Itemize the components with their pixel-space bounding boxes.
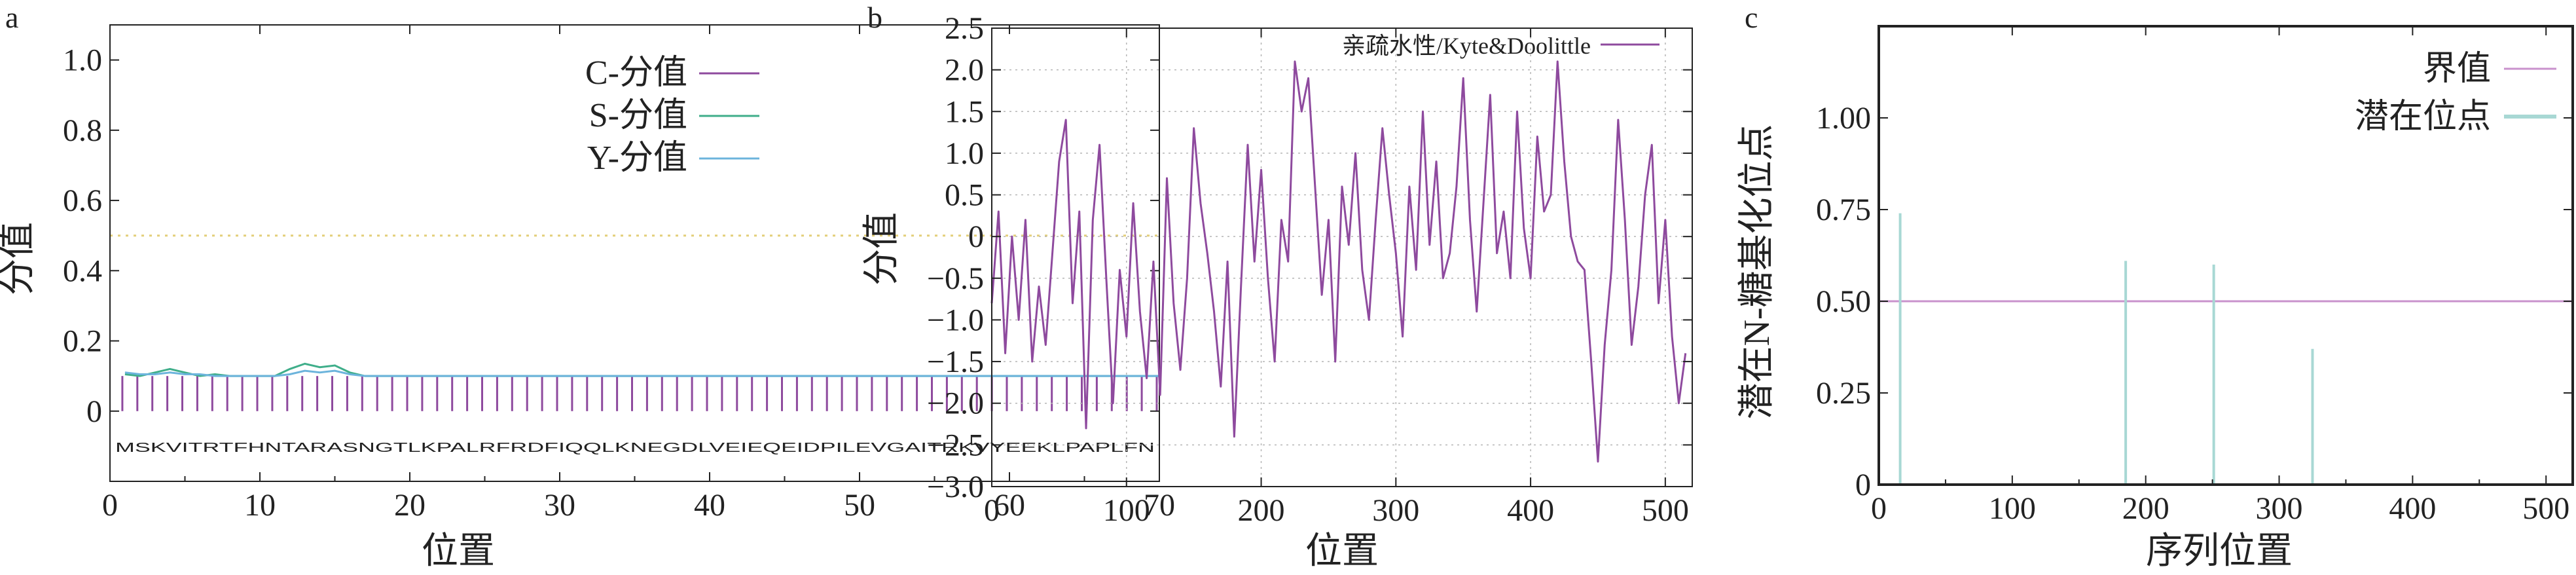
panel-a-x-axis-title: 位置	[422, 531, 495, 572]
panel-b-x-tick-label: 100	[1103, 493, 1150, 528]
panel-a-x-tick-label: 70	[1144, 488, 1175, 523]
panel-c-y-tick-label: 1.00	[1816, 101, 1871, 136]
panel-b: b 分值 位置 0 100 200 300 400 500 −3.0 −2.5 −2.0 −1.5…	[862, 1, 1693, 572]
panel-b-y-axis-title: 分值	[862, 212, 902, 286]
panel-b-y-tick-label: −0.5	[927, 261, 984, 296]
legend-label-threshold: 界值	[2423, 50, 2491, 88]
panel-b-y-tick-label: −2.0	[927, 386, 984, 421]
panel-a-plot-area	[110, 234, 1159, 411]
panel-c-plot-area	[1879, 213, 2573, 485]
panel-b-y-tick-label: −1.5	[927, 344, 984, 379]
panel-b-letter: b	[867, 1, 882, 34]
panel-b-x-tick-label: 500	[1642, 493, 1689, 528]
panel-a-x-tick-label: 60	[994, 488, 1025, 523]
hydropathy-line	[990, 60, 1687, 463]
panel-a-y-tick-label: 0.6	[63, 183, 102, 218]
panel-b-y-tick-label: 1.5	[945, 94, 984, 129]
panel-b-x-tick-label: 300	[1372, 493, 1419, 528]
panel-c-x-tick-label: 500	[2522, 491, 2569, 526]
panel-c-y-axis-title: 潜在N-糖基化位点	[1737, 124, 1777, 419]
panel-c-ticks: 0 100 200 300 400 500 0 0.25 0.50 0.75 1.00	[1816, 26, 2573, 526]
panel-a-frame	[109, 24, 1160, 482]
y-score-line	[124, 369, 1159, 377]
panel-a-y-tick-label: 1.0	[63, 43, 102, 78]
panel-a-letter: a	[5, 1, 18, 34]
panel-b-y-tick-label: −2.5	[927, 428, 984, 462]
panel-c-x-tick-label: 400	[2389, 491, 2436, 526]
panel-c-x-tick-label: 0	[1871, 491, 1887, 526]
panel-c-y-tick-label: 0.25	[1816, 376, 1871, 411]
legend-label-c-score: C-分值	[585, 54, 687, 92]
panel-c-frame	[1878, 25, 2574, 486]
panel-b-ticks: 0 100 200 300 400 500 −3.0 −2.5 −2.0 −1.5 −1.0 −0.5…	[927, 11, 1692, 528]
panel-b-frame	[991, 28, 1693, 487]
panel-b-legend: 亲疏水性/Kyte&Doolittle	[1342, 33, 1660, 59]
panel-a-x-tick-label: 40	[694, 488, 725, 523]
panel-b-plot-area	[990, 60, 1687, 463]
panel-b-y-tick-label: 2.0	[945, 53, 984, 88]
panel-c-y-tick-label: 0.50	[1816, 284, 1871, 319]
legend-label-hydropathy: 亲疏水性/Kyte&Doolittle	[1342, 33, 1591, 59]
panel-b-x-tick-label: 200	[1238, 493, 1285, 528]
panel-c-x-axis-title: 序列位置	[2146, 531, 2293, 572]
panel-a-sequence: MSKVITRTFHNTARASNGTLKPALRFRDFIQQLKNEGDLV…	[115, 441, 1155, 455]
panel-a-x-tick-label: 0	[102, 488, 118, 523]
panel-b-y-tick-label: 0.5	[945, 178, 984, 213]
panel-a-x-tick-label: 30	[544, 488, 575, 523]
panel-b-y-tick-label: −1.0	[927, 303, 984, 337]
s-score-line	[124, 362, 1159, 377]
panel-c-x-tick-label: 300	[2256, 491, 2303, 526]
panel-b-y-tick-label: 0	[968, 219, 984, 254]
panel-a-y-tick-label: 0	[86, 394, 102, 429]
panel-a-ticks: 0 10 20 30 40 50 60 70 0 0.2 0.4 0.6 0.8 1.0	[63, 25, 1175, 523]
panel-c-x-tick-label: 100	[1989, 491, 2036, 526]
panel-b-y-tick-label: 1.0	[945, 136, 984, 171]
panel-a-legend: C-分值 S-分值 Y-分值	[585, 54, 759, 177]
legend-label-y-score: Y-分值	[587, 139, 687, 177]
panel-b-x-axis-title: 位置	[1305, 531, 1379, 572]
panel-a-y-tick-label: 0.2	[63, 324, 102, 359]
panel-a-y-tick-label: 0.4	[63, 253, 102, 288]
panel-b-y-tick-label: −3.0	[927, 470, 984, 504]
panel-a-x-tick-label: 50	[844, 488, 875, 523]
panel-a-y-tick-label: 0.8	[63, 113, 102, 148]
panel-b-x-tick-label: 400	[1507, 493, 1554, 528]
panel-a-x-tick-label: 20	[394, 488, 426, 523]
panel-c-y-tick-label: 0	[1855, 468, 1871, 502]
panel-c-x-tick-label: 200	[2122, 491, 2169, 526]
panel-c-y-tick-label: 0.75	[1816, 193, 1871, 227]
panel-a: a 分值 位置 MSKVITRTFHNTARASNGTLKPALRFRDFIQQ…	[0, 1, 1175, 572]
legend-label-s-score: S-分值	[589, 97, 687, 134]
panel-b-gridlines	[991, 28, 1692, 487]
panel-a-x-tick-label: 10	[244, 488, 276, 523]
panel-c-legend: 界值 潜在位点	[2355, 50, 2556, 136]
panel-a-y-axis-title: 分值	[0, 222, 38, 295]
panel-b-x-tick-label: 0	[984, 493, 1000, 528]
panel-b-y-tick-label: 2.5	[945, 11, 984, 46]
legend-label-potential-sites: 潜在位点	[2355, 98, 2491, 136]
panel-c: c 潜在N-糖基化位点 序列位置 0 100 200 300 400 500 0 0.25 0.…	[1737, 1, 2574, 572]
panel-c-letter: c	[1745, 1, 1758, 34]
